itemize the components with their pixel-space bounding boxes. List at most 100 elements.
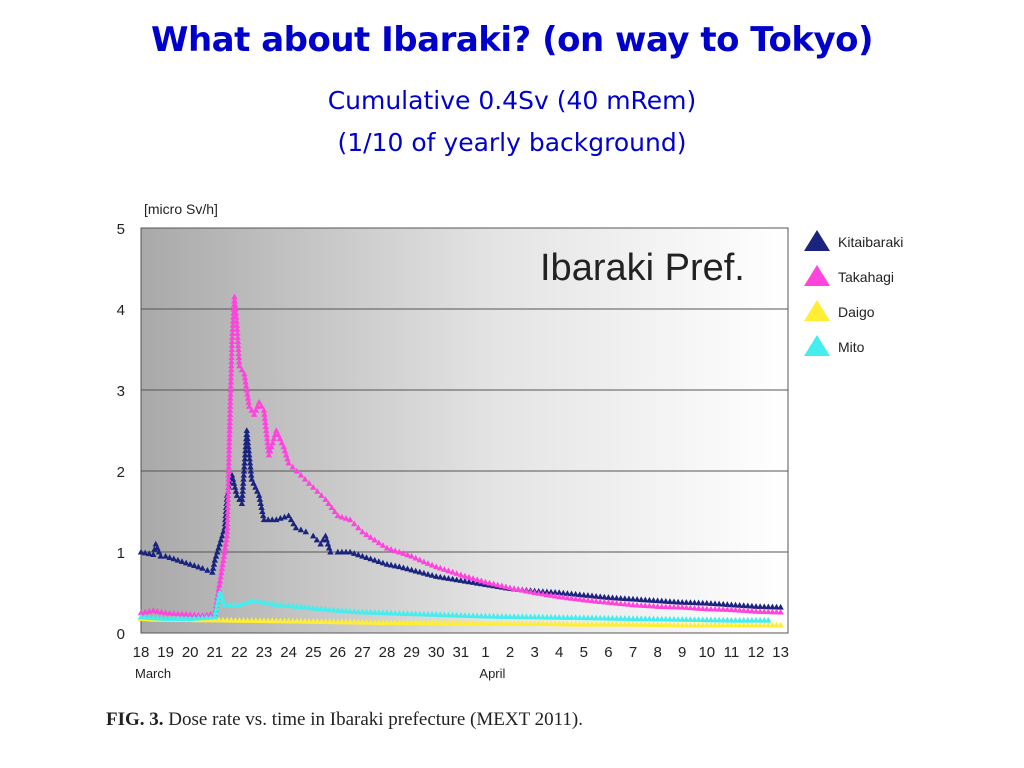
data-point bbox=[234, 334, 241, 340]
data-point bbox=[670, 603, 678, 610]
data-point bbox=[318, 605, 325, 612]
data-point bbox=[211, 616, 219, 623]
data-point bbox=[317, 540, 324, 547]
data-point bbox=[449, 619, 456, 626]
data-point bbox=[234, 330, 241, 336]
data-point bbox=[465, 612, 473, 619]
data-point bbox=[469, 579, 477, 585]
data-point bbox=[531, 620, 538, 626]
data-point bbox=[597, 620, 604, 627]
data-point bbox=[269, 516, 276, 523]
x-month-label: April bbox=[479, 666, 505, 681]
data-point bbox=[313, 536, 321, 543]
legend-marker bbox=[804, 335, 830, 356]
data-point bbox=[441, 619, 448, 626]
data-point bbox=[597, 598, 604, 604]
data-point bbox=[338, 513, 346, 520]
data-point bbox=[564, 590, 571, 596]
data-point bbox=[262, 423, 269, 430]
data-point bbox=[756, 616, 764, 623]
data-point bbox=[218, 532, 226, 539]
data-point bbox=[494, 581, 501, 588]
series-mito bbox=[137, 589, 772, 623]
data-point bbox=[225, 459, 233, 466]
data-point bbox=[724, 601, 731, 607]
data-point bbox=[323, 536, 330, 543]
data-point bbox=[756, 608, 764, 614]
data-point bbox=[486, 620, 493, 626]
data-point bbox=[220, 557, 227, 563]
data-point bbox=[229, 326, 236, 332]
data-point bbox=[773, 603, 780, 610]
data-point bbox=[248, 407, 255, 413]
data-point bbox=[273, 617, 280, 624]
data-point bbox=[225, 455, 233, 462]
data-point bbox=[223, 536, 230, 543]
data-point bbox=[724, 621, 731, 628]
data-point bbox=[274, 431, 282, 438]
data-point bbox=[261, 411, 268, 417]
data-point bbox=[679, 621, 686, 628]
data-point bbox=[214, 548, 221, 555]
data-point bbox=[445, 619, 452, 626]
data-point bbox=[243, 386, 250, 393]
data-point bbox=[375, 539, 383, 546]
data-point bbox=[246, 459, 254, 466]
data-point bbox=[457, 611, 465, 618]
y-tick-label: 2 bbox=[117, 464, 125, 481]
data-point bbox=[498, 620, 506, 626]
data-point bbox=[281, 601, 288, 608]
x-tick-label: 25 bbox=[305, 644, 322, 661]
data-point bbox=[695, 621, 702, 628]
data-point bbox=[240, 475, 247, 482]
data-point bbox=[229, 475, 237, 482]
data-point bbox=[227, 370, 235, 377]
data-point bbox=[223, 528, 231, 535]
x-tick-label: 2 bbox=[506, 644, 514, 661]
data-point bbox=[683, 599, 690, 605]
data-point bbox=[601, 614, 608, 621]
data-point bbox=[187, 560, 194, 567]
data-point bbox=[519, 586, 526, 593]
data-point bbox=[322, 496, 329, 502]
data-point bbox=[239, 484, 247, 490]
data-point bbox=[510, 620, 518, 626]
data-point bbox=[498, 613, 506, 619]
data-point bbox=[228, 346, 235, 353]
data-point bbox=[408, 566, 415, 573]
data-point bbox=[220, 553, 228, 559]
data-point bbox=[400, 564, 407, 571]
data-point bbox=[654, 597, 661, 604]
data-point bbox=[650, 621, 657, 627]
data-point bbox=[547, 620, 555, 627]
data-point bbox=[531, 589, 538, 596]
data-point bbox=[363, 554, 370, 560]
data-point bbox=[392, 609, 399, 616]
data-point bbox=[556, 593, 563, 600]
data-point bbox=[338, 618, 346, 625]
data-point bbox=[736, 621, 743, 628]
data-point bbox=[691, 616, 698, 622]
data-point bbox=[264, 599, 272, 606]
data-point bbox=[424, 619, 432, 626]
data-point bbox=[654, 615, 661, 622]
data-point bbox=[263, 435, 271, 442]
data-point bbox=[703, 599, 711, 606]
data-point bbox=[527, 613, 534, 620]
data-point bbox=[232, 309, 240, 316]
data-point bbox=[310, 532, 317, 539]
data-point bbox=[246, 455, 253, 462]
data-point bbox=[400, 610, 407, 616]
data-point bbox=[580, 614, 588, 621]
data-point bbox=[226, 439, 233, 446]
data-point bbox=[289, 617, 296, 624]
data-point bbox=[231, 301, 239, 308]
data-point bbox=[699, 599, 706, 606]
data-point bbox=[666, 615, 674, 622]
data-point bbox=[748, 602, 756, 609]
data-point bbox=[396, 548, 403, 555]
data-point bbox=[221, 601, 228, 608]
data-point bbox=[490, 612, 497, 619]
data-point bbox=[154, 614, 161, 621]
data-point bbox=[633, 615, 641, 622]
